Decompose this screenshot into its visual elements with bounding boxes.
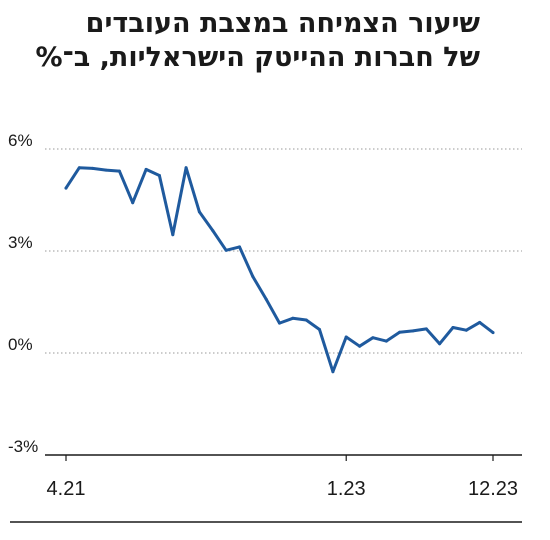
data-point <box>117 169 121 173</box>
data-point <box>171 233 175 237</box>
data-point <box>438 342 442 346</box>
y-tick-label: 6% <box>8 131 33 150</box>
data-point <box>91 166 95 170</box>
data-point <box>264 297 268 301</box>
series-layer <box>64 166 495 374</box>
data-point <box>251 275 255 278</box>
data-point <box>304 318 308 322</box>
data-point <box>478 320 482 324</box>
data-point <box>358 344 362 348</box>
data-point <box>411 329 415 333</box>
chart-title-line-1: שיעור הצמיחה במצבת העובדים <box>85 8 480 39</box>
chart-title-line-2: של חברות ההייטק הישראליות, ב־% <box>35 42 480 73</box>
data-point <box>344 335 348 339</box>
data-point <box>77 166 81 170</box>
data-point <box>131 201 135 205</box>
data-point <box>211 229 215 233</box>
series-line <box>64 166 495 374</box>
data-point <box>238 245 241 249</box>
data-point <box>491 331 495 335</box>
data-point <box>157 174 161 177</box>
data-point <box>464 328 468 332</box>
data-point <box>424 327 428 331</box>
data-point <box>384 339 388 343</box>
axis-layer: 6% 3% 0% -3% 4.21 1.23 12.23 <box>8 131 522 523</box>
data-point <box>451 326 455 329</box>
x-tick-label: 1.23 <box>327 478 366 500</box>
data-point <box>318 328 321 331</box>
x-tick-label: 12.23 <box>468 478 518 500</box>
data-point <box>104 168 108 172</box>
data-point <box>197 210 201 214</box>
y-tick-label: 3% <box>8 233 33 252</box>
y-tick-label: 0% <box>8 335 33 354</box>
x-tick-label: 4.21 <box>47 478 86 500</box>
data-point <box>371 336 375 340</box>
data-point <box>64 186 68 190</box>
data-point <box>278 321 281 325</box>
data-point <box>331 370 335 374</box>
data-point <box>144 167 148 171</box>
data-point <box>224 248 228 252</box>
y-tick-label: -3% <box>8 437 38 456</box>
data-point <box>291 316 295 320</box>
data-point <box>184 166 188 170</box>
data-point <box>398 330 402 334</box>
